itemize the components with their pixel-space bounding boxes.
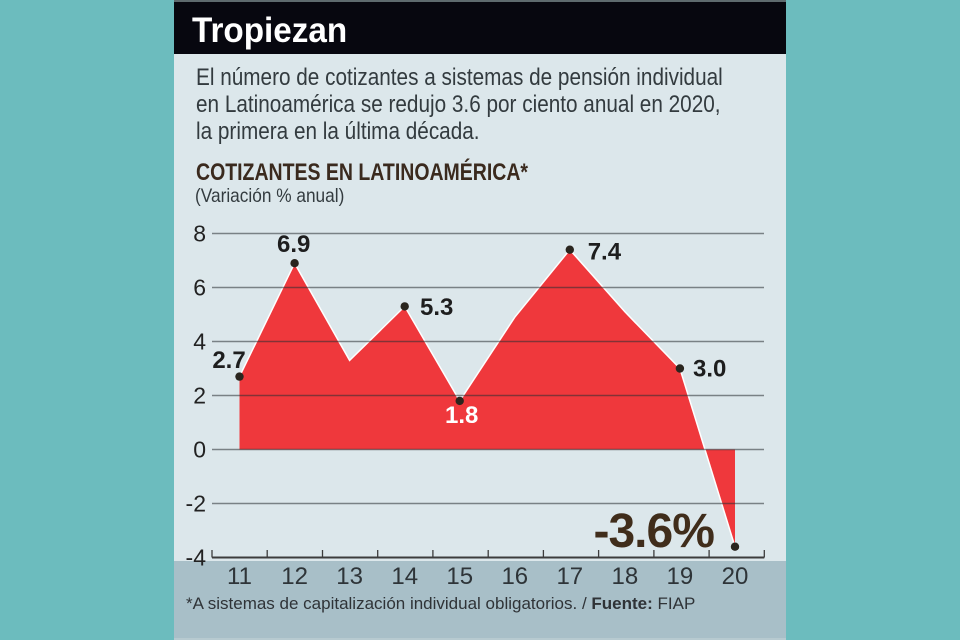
svg-text:-3.6%: -3.6% xyxy=(594,505,715,558)
svg-text:4: 4 xyxy=(193,329,206,355)
svg-text:12: 12 xyxy=(281,563,308,590)
svg-text:0: 0 xyxy=(193,437,206,463)
svg-text:3.0: 3.0 xyxy=(693,355,726,382)
svg-text:6: 6 xyxy=(193,275,206,301)
svg-text:14: 14 xyxy=(391,563,418,590)
svg-text:11: 11 xyxy=(227,563,252,590)
svg-text:8: 8 xyxy=(193,221,206,247)
svg-text:20: 20 xyxy=(722,563,749,590)
svg-text:18: 18 xyxy=(612,563,639,590)
svg-text:2.7: 2.7 xyxy=(212,347,245,374)
svg-text:16: 16 xyxy=(501,563,528,590)
svg-text:-4: -4 xyxy=(186,545,207,571)
svg-text:6.9: 6.9 xyxy=(277,231,310,258)
svg-text:13: 13 xyxy=(336,563,363,590)
svg-text:15: 15 xyxy=(446,563,473,590)
svg-text:1.8: 1.8 xyxy=(445,402,478,429)
svg-text:7.4: 7.4 xyxy=(588,239,622,266)
svg-text:5.3: 5.3 xyxy=(420,294,453,321)
svg-text:-2: -2 xyxy=(186,491,206,517)
svg-text:19: 19 xyxy=(667,563,694,590)
svg-text:17: 17 xyxy=(556,563,583,590)
svg-text:2: 2 xyxy=(193,383,206,409)
